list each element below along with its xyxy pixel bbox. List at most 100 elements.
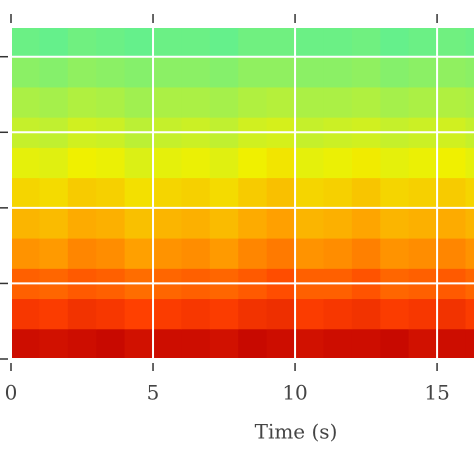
heatmap-cell: [437, 238, 466, 269]
x-axis-label: Time (s): [255, 420, 338, 444]
heatmap-cell: [380, 56, 410, 88]
heatmap-cell: [323, 147, 353, 179]
heatmap-cell: [153, 147, 182, 179]
heatmap-cell: [465, 207, 474, 239]
x-tick-label: 0: [5, 381, 18, 405]
heatmap-cell: [351, 298, 381, 330]
heatmap-cell: [11, 86, 40, 118]
heatmap-cell: [11, 177, 40, 209]
heatmap-cell: [238, 207, 268, 239]
heatmap-cell: [39, 238, 69, 269]
heatmap-cell: [39, 28, 69, 58]
heatmap-cell: [295, 147, 324, 179]
heatmap-cell: [181, 328, 211, 360]
heatmap-cell: [380, 86, 410, 118]
heatmap-cell: [153, 298, 182, 330]
heatmap-cell: [295, 86, 324, 118]
heatmap-cell: [437, 147, 466, 179]
heatmap-cell: [124, 147, 154, 179]
heatmap-cell: [238, 86, 268, 118]
heatmap-cell: [323, 298, 353, 330]
heatmap-cell: [323, 28, 353, 58]
heatmap-cell: [11, 298, 40, 330]
heatmap-cell: [465, 147, 474, 179]
heatmap-cell: [323, 177, 353, 209]
heatmap-cell: [266, 207, 296, 239]
heatmap-cell: [266, 28, 296, 58]
heatmap-cell: [181, 238, 211, 269]
heatmap-cell: [408, 238, 438, 269]
heatmap-cell: [124, 238, 154, 269]
heatmap-cell: [209, 328, 239, 360]
heatmap-cell: [181, 207, 211, 239]
heatmap-cell: [209, 86, 239, 118]
heatmap-cell: [351, 86, 381, 118]
heatmap-cell: [96, 86, 126, 118]
heatmap-cell: [351, 328, 381, 360]
heatmap-cell: [67, 86, 97, 118]
heatmap-cell: [238, 328, 268, 360]
heatmap-cell: [351, 177, 381, 209]
heatmap-cell: [266, 328, 296, 360]
heatmap-cell: [153, 177, 182, 209]
heatmap-cell: [39, 177, 69, 209]
heatmap-cell: [11, 207, 40, 239]
heatmap-cell: [238, 238, 268, 269]
heatmap-cell: [238, 28, 268, 58]
heatmap-cell: [295, 238, 324, 269]
heatmap-cell: [437, 207, 466, 239]
heatmap-cell: [465, 86, 474, 118]
heatmap-cell: [295, 298, 324, 330]
heatmap-cell: [181, 147, 211, 179]
heatmap-cell: [124, 298, 154, 330]
heatmap-cell: [380, 328, 410, 360]
heatmap-cell: [39, 56, 69, 88]
heatmap-cell: [323, 56, 353, 88]
heatmap-cell: [153, 207, 182, 239]
heatmap-cell: [209, 56, 239, 88]
heatmap-cell: [408, 298, 438, 330]
heatmap-cell: [96, 56, 126, 88]
heatmap-cell: [266, 177, 296, 209]
heatmap-cell: [209, 238, 239, 269]
heatmap-cell: [124, 177, 154, 209]
heatmap-cell: [96, 207, 126, 239]
heatmap-cell: [96, 328, 126, 360]
heatmap-cell: [124, 328, 154, 360]
heatmap-cell: [11, 238, 40, 269]
heatmap-cell: [295, 177, 324, 209]
heatmap-cell: [153, 238, 182, 269]
heatmap-cell: [437, 28, 466, 58]
heatmap-cell: [408, 177, 438, 209]
heatmap-cell: [67, 28, 97, 58]
heatmap-cell: [351, 207, 381, 239]
heatmap-cell: [408, 86, 438, 118]
heatmap-cell: [408, 147, 438, 179]
heatmap-cell: [39, 328, 69, 360]
heatmap-cell: [465, 238, 474, 269]
heatmap-cell: [96, 28, 126, 58]
heatmap-cell: [181, 28, 211, 58]
heatmap-cell: [465, 56, 474, 88]
heatmap-cell: [124, 207, 154, 239]
heatmap-cell: [437, 86, 466, 118]
heatmap-cell: [181, 86, 211, 118]
heatmap-cell: [465, 177, 474, 209]
heatmap-cell: [67, 298, 97, 330]
heatmap-cell: [266, 298, 296, 330]
heatmap-cell: [351, 147, 381, 179]
heatmap-cell: [295, 28, 324, 58]
heatmap-cell: [380, 177, 410, 209]
heatmap-cell: [96, 177, 126, 209]
heatmap-cell: [465, 328, 474, 360]
heatmap-cell: [67, 207, 97, 239]
heatmap-cell: [295, 328, 324, 360]
heatmap-cell: [67, 238, 97, 269]
heatmap-cell: [124, 56, 154, 88]
heatmap-cell: [380, 238, 410, 269]
heatmap-cell: [380, 28, 410, 58]
heatmap-cell: [266, 56, 296, 88]
heatmap-cell: [124, 28, 154, 58]
heatmap-cell: [408, 28, 438, 58]
heatmap-cell: [153, 28, 182, 58]
